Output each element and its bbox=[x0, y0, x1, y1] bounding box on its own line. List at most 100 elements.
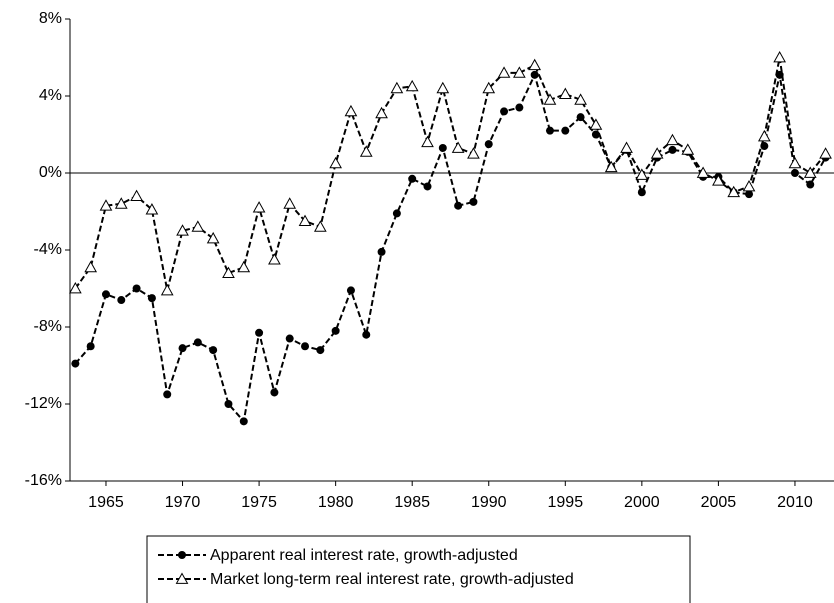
point bbox=[390, 81, 404, 94]
y-tick-label: -4% bbox=[34, 241, 62, 258]
point bbox=[298, 214, 312, 227]
point bbox=[528, 58, 542, 71]
point bbox=[130, 189, 143, 201]
y-tick-label: -8% bbox=[34, 318, 62, 335]
point bbox=[392, 209, 401, 218]
point bbox=[362, 330, 371, 339]
point bbox=[543, 93, 557, 105]
point bbox=[344, 104, 358, 117]
point bbox=[252, 201, 266, 213]
point bbox=[589, 118, 603, 130]
point bbox=[99, 199, 113, 211]
point bbox=[132, 284, 141, 293]
point bbox=[359, 145, 373, 157]
point bbox=[637, 188, 646, 197]
point bbox=[469, 197, 478, 206]
y-tick-label: -12% bbox=[25, 395, 62, 412]
point bbox=[819, 147, 832, 159]
point bbox=[301, 342, 310, 351]
point bbox=[712, 174, 725, 186]
point bbox=[421, 135, 434, 148]
point bbox=[788, 156, 802, 169]
x-tick-label: 1965 bbox=[88, 494, 124, 511]
legend: Apparent real interest rate, growth-adju… bbox=[146, 535, 691, 603]
x-tick-label: 1970 bbox=[165, 494, 201, 511]
point bbox=[101, 290, 110, 299]
point bbox=[316, 346, 325, 355]
point bbox=[270, 388, 279, 397]
point bbox=[742, 179, 756, 192]
x-tick-label: 2005 bbox=[701, 494, 737, 511]
point bbox=[790, 169, 799, 177]
point bbox=[775, 70, 784, 79]
x-tick-label: 1980 bbox=[318, 494, 354, 511]
point bbox=[451, 141, 465, 153]
point bbox=[239, 417, 248, 426]
legend-label: Apparent real interest rate, growth-adju… bbox=[210, 547, 518, 564]
point bbox=[114, 197, 128, 209]
point bbox=[237, 260, 251, 273]
point bbox=[561, 126, 570, 135]
point bbox=[209, 346, 218, 355]
point bbox=[255, 328, 264, 337]
point bbox=[313, 220, 327, 232]
point bbox=[727, 185, 741, 198]
y-tick-label: 8% bbox=[39, 10, 62, 27]
x-tick-label: 2010 bbox=[777, 494, 813, 511]
series-line bbox=[74, 57, 827, 291]
point bbox=[436, 81, 450, 94]
legend-marker bbox=[178, 551, 186, 559]
point bbox=[71, 359, 80, 368]
point bbox=[635, 168, 649, 180]
point bbox=[558, 87, 572, 99]
point bbox=[222, 266, 235, 278]
point bbox=[500, 107, 509, 116]
point bbox=[191, 220, 205, 232]
point bbox=[117, 296, 126, 305]
point bbox=[377, 247, 386, 256]
legend-label: Market long-term real interest rate, gro… bbox=[210, 571, 574, 588]
point bbox=[803, 166, 817, 178]
legend-marker bbox=[175, 572, 189, 584]
point bbox=[484, 140, 493, 149]
point bbox=[224, 400, 233, 408]
point bbox=[681, 143, 695, 155]
point bbox=[482, 81, 496, 94]
point bbox=[160, 283, 174, 296]
point bbox=[530, 70, 539, 79]
point bbox=[515, 103, 524, 112]
y-tick-label: 4% bbox=[39, 87, 62, 104]
point bbox=[666, 133, 679, 146]
point bbox=[423, 182, 432, 191]
point bbox=[545, 126, 554, 135]
x-tick-label: 1985 bbox=[394, 494, 430, 511]
point bbox=[773, 50, 786, 63]
x-tick-label: 1975 bbox=[241, 494, 277, 511]
point bbox=[497, 66, 511, 78]
point bbox=[650, 147, 664, 159]
point bbox=[285, 334, 294, 343]
point bbox=[375, 106, 388, 119]
point bbox=[69, 281, 82, 294]
point bbox=[408, 174, 417, 183]
point bbox=[745, 190, 754, 199]
point bbox=[405, 79, 419, 92]
point bbox=[346, 286, 355, 295]
point bbox=[576, 113, 585, 122]
legend-box bbox=[146, 535, 691, 603]
point bbox=[438, 143, 447, 152]
point bbox=[268, 253, 281, 265]
x-tick-label: 2000 bbox=[624, 494, 660, 511]
point bbox=[283, 197, 297, 209]
point bbox=[668, 145, 677, 154]
y-tick-label: -16% bbox=[25, 472, 62, 489]
point bbox=[760, 142, 769, 151]
point bbox=[163, 390, 172, 399]
point bbox=[176, 224, 189, 236]
x-tick-label: 1995 bbox=[548, 494, 584, 511]
point bbox=[604, 160, 618, 173]
point bbox=[329, 156, 342, 169]
point bbox=[193, 338, 202, 347]
